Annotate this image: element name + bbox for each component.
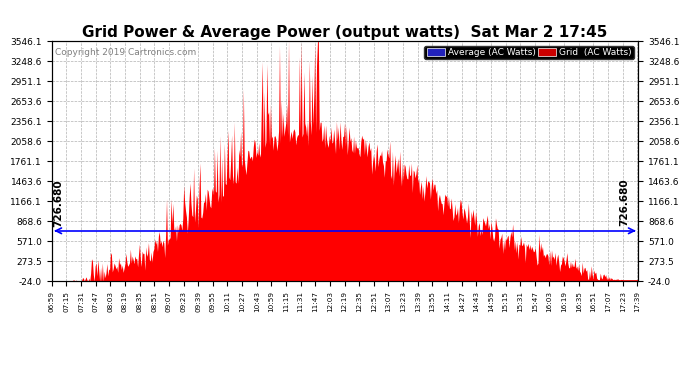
Text: Copyright 2019 Cartronics.com: Copyright 2019 Cartronics.com xyxy=(55,48,196,57)
Text: 726.680: 726.680 xyxy=(620,178,629,226)
Title: Grid Power & Average Power (output watts)  Sat Mar 2 17:45: Grid Power & Average Power (output watts… xyxy=(82,25,608,40)
Legend: Average (AC Watts), Grid  (AC Watts): Average (AC Watts), Grid (AC Watts) xyxy=(424,46,633,59)
Text: 726.680: 726.680 xyxy=(54,180,63,227)
